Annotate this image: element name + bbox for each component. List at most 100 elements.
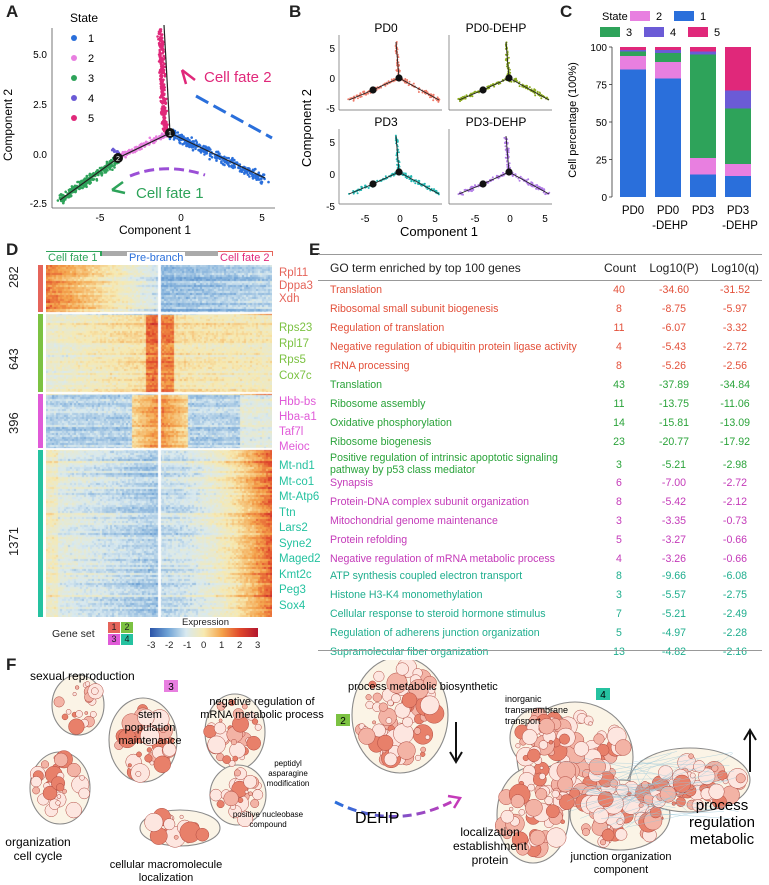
cell-point (178, 141, 181, 144)
facet-title-pd0-dehp: PD0-DEHP (466, 21, 527, 35)
go-term-node (173, 834, 179, 840)
go-count: 8 (616, 303, 622, 315)
go-logp: -4.97 (661, 627, 687, 639)
panel-label-f: F (6, 655, 17, 674)
network-label-localization: localization (460, 825, 519, 839)
go-term-node (393, 723, 414, 744)
go-logp: -3.35 (661, 515, 687, 527)
facet-cell-point (530, 181, 533, 184)
go-term-node (42, 785, 58, 801)
go-term-node (144, 754, 153, 763)
go-term: Negative regulation of mRNA metabolic pr… (330, 553, 555, 565)
go-term-node (593, 733, 605, 745)
go-term-node (179, 814, 184, 819)
go-term-node (427, 686, 436, 695)
go-term: Oxidative phosphorylation (330, 417, 452, 429)
network-edge (614, 808, 667, 830)
facet-cell-point (412, 180, 415, 183)
go-term-node (413, 727, 422, 735)
go-term-node (378, 702, 388, 712)
go-count: 40 (613, 284, 625, 296)
chart-xtick: PD3 (727, 205, 749, 217)
expression-tick: 1 (219, 640, 225, 651)
go-count: 3 (616, 589, 622, 601)
gene-label: Ttn (279, 506, 296, 519)
cell-point (71, 185, 75, 189)
go-term: Negative regulation of ubiquitin protein… (330, 341, 577, 353)
go-term-node (671, 801, 676, 806)
go-term-node (365, 694, 372, 701)
go-term-node (223, 790, 239, 807)
facet-title-pd0: PD0 (374, 21, 398, 35)
go-logp: -5.21 (661, 608, 687, 620)
cell-point (177, 138, 181, 142)
cell-point (182, 142, 186, 145)
legend-label: 4 (88, 93, 94, 105)
network-edge (586, 791, 676, 809)
cell-point (243, 172, 246, 175)
go-term-node (614, 739, 632, 756)
go-term-node (518, 809, 526, 816)
cell-point (255, 174, 259, 178)
go-logp: -7.00 (661, 477, 687, 489)
legend-dot-2 (71, 55, 77, 61)
expression-tick: 2 (237, 640, 243, 651)
fate1-dashed-arrow (129, 167, 206, 178)
legend-label: 1 (88, 33, 94, 45)
cell-point (96, 169, 99, 172)
go-term-node (527, 748, 541, 762)
bar-segment-state-4 (725, 90, 751, 109)
network-edge (567, 753, 672, 802)
facet-cell-point (543, 188, 546, 191)
panel-a-trajectory-branch (163, 24, 171, 134)
bar-segment-state-4 (655, 50, 681, 53)
legend-dot-5 (71, 115, 77, 121)
facet-cell-point (508, 68, 511, 71)
network-edge (617, 777, 682, 809)
go-term-node (234, 769, 241, 777)
panel-a-xtick: 0 (178, 213, 184, 224)
bar-segment-state-4 (690, 51, 716, 55)
cell-point (165, 124, 168, 127)
go-term-node (243, 774, 258, 789)
network-label-peptidyl: peptidyl (274, 759, 302, 768)
fate1-header: Cell fate 1 (46, 252, 100, 264)
facet-cell-point (410, 180, 413, 183)
cell-point (162, 105, 166, 108)
facet-cell-point (428, 185, 431, 188)
chart-ytick: 100 (590, 43, 607, 54)
logq-header: Log10(q) (710, 261, 760, 275)
panel-b-xtick: 0 (397, 214, 403, 225)
go-term-node (558, 794, 575, 810)
panel-b-xtick: 5 (432, 214, 438, 225)
cell-point (160, 110, 163, 114)
fate2-label: Cell fate 2 (204, 69, 272, 86)
go-term-node (251, 718, 259, 725)
go-logq: -0.73 (722, 515, 748, 527)
go-term-node (527, 783, 535, 792)
go-term-node (573, 741, 589, 757)
network-edge (591, 771, 659, 775)
facet-cell-point (517, 177, 520, 180)
go-term-node (500, 809, 515, 824)
go-logq: -2.72 (722, 341, 748, 353)
cell-point (251, 177, 255, 180)
go-term-node (544, 796, 554, 805)
go-term-node (56, 794, 62, 799)
legend-swatch-1 (674, 11, 694, 21)
facet-cell-point (404, 78, 407, 80)
go-term: ATP synthesis coupled electron transport (330, 570, 523, 582)
cell-point (173, 136, 176, 139)
go-term-node (581, 828, 590, 836)
go-term-node (658, 765, 674, 781)
network-edge (615, 778, 722, 798)
panel-a-ytick: -2.5 (30, 199, 48, 210)
go-term-node (140, 726, 160, 746)
panel-a-xlabel: Component 1 (119, 223, 191, 237)
go-term-node (136, 751, 142, 758)
go-term: Translation (330, 379, 383, 391)
cell-point (58, 194, 62, 197)
go-term-node (153, 755, 171, 773)
chart-xtick: PD3 (692, 205, 714, 217)
legend-swatch-5 (688, 27, 708, 37)
